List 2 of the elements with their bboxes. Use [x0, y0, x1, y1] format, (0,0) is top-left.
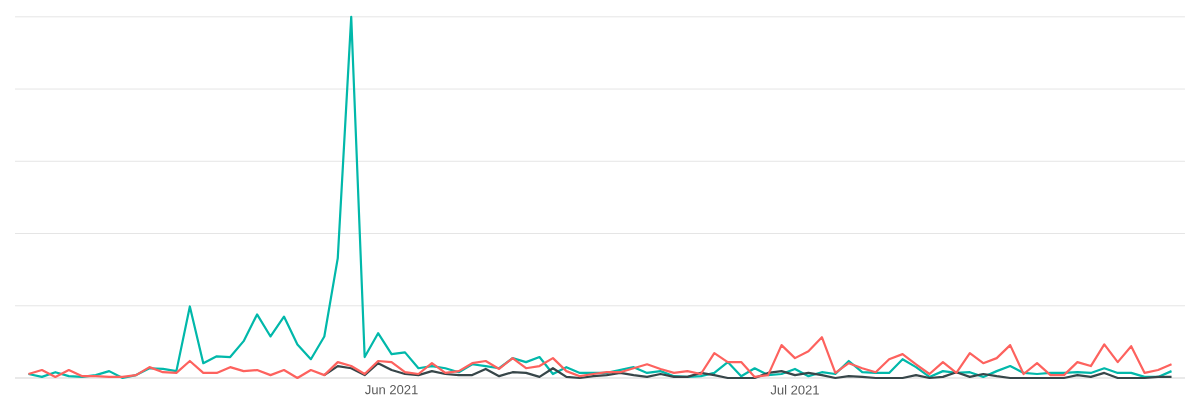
x-tick-label: Jul 2021	[770, 385, 819, 395]
x-tick-label: Jun 2021	[365, 385, 418, 395]
